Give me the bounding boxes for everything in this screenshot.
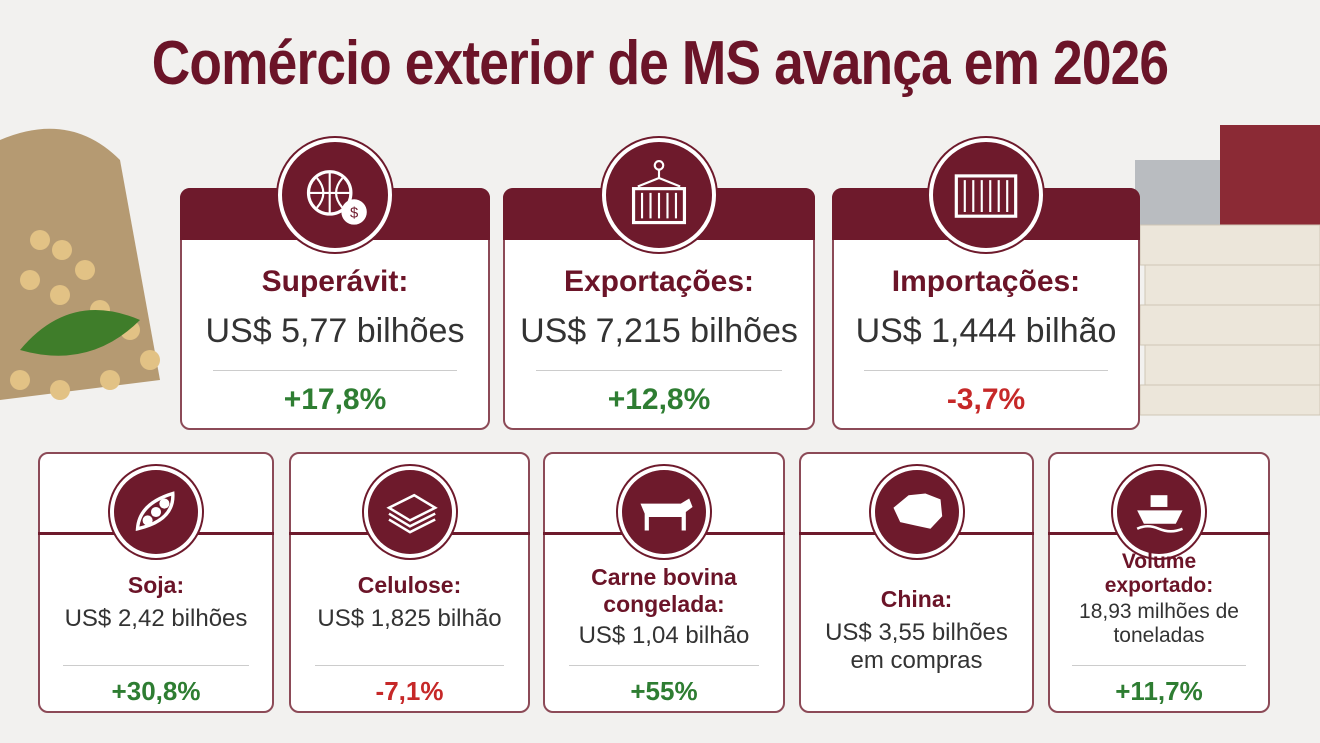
- change: +17,8%: [283, 383, 387, 416]
- icon: [602, 138, 716, 252]
- icon: $: [278, 138, 392, 252]
- label: Soja:: [127, 571, 185, 598]
- value: US$ 5,77 bilhões: [205, 312, 465, 350]
- card: China: US$ 3,55 bilhões em compras: [799, 452, 1034, 713]
- change: -3,7%: [946, 383, 1026, 416]
- card: Soja: US$ 2,42 bilhões +30,8%: [38, 452, 274, 713]
- icon: [110, 466, 202, 558]
- svg-text:$: $: [350, 205, 358, 221]
- label: Superávit:: [261, 265, 409, 298]
- value: 18,93 milhões de toneladas: [1079, 600, 1239, 647]
- label: Importações:: [891, 265, 1081, 298]
- change: +30,8%: [111, 676, 201, 706]
- container-pulp-decoration: [1135, 125, 1320, 416]
- change: -7,1%: [375, 676, 444, 706]
- icon: [1113, 466, 1205, 558]
- label: China:: [880, 585, 953, 612]
- label: Exportações:: [563, 265, 755, 298]
- label: Celulose:: [357, 571, 462, 598]
- value: US$ 1,825 bilhão: [317, 604, 502, 632]
- title: Comércio exterior de MS avança em 2026: [151, 29, 1169, 98]
- icon: [618, 466, 710, 558]
- card: Carne bovina congelada: US$ 1,04 bilhão +…: [543, 452, 785, 713]
- label: Carne bovina congelada:: [591, 564, 737, 617]
- value: US$ 1,04 bilhão: [578, 622, 750, 649]
- value: US$ 1,444 bilhão: [855, 312, 1117, 350]
- card: $ Superávit: US$ 5,77 bilhões +17,8%: [180, 138, 490, 430]
- change: +11,7%: [1115, 676, 1203, 706]
- icon: [870, 466, 963, 558]
- card: Volume exportado: 18,93 milhões de tonela…: [1048, 452, 1270, 713]
- icon: [363, 466, 456, 558]
- icon: [929, 138, 1043, 252]
- label: Volume exportado:: [1104, 550, 1214, 597]
- card: Exportações: US$ 7,215 bilhões +12,8%: [503, 138, 815, 430]
- card: Importações: US$ 1,444 bilhão -3,7%: [832, 138, 1140, 430]
- value: US$ 7,215 bilhões: [520, 312, 798, 350]
- value: US$ 3,55 bilhões em compras: [825, 618, 1008, 674]
- value: US$ 2,42 bilhões: [64, 604, 248, 632]
- card: Celulose: US$ 1,825 bilhão -7,1%: [289, 452, 530, 713]
- soy-decoration: [0, 128, 160, 400]
- change: +12,8%: [607, 383, 711, 416]
- change: +55%: [630, 676, 698, 706]
